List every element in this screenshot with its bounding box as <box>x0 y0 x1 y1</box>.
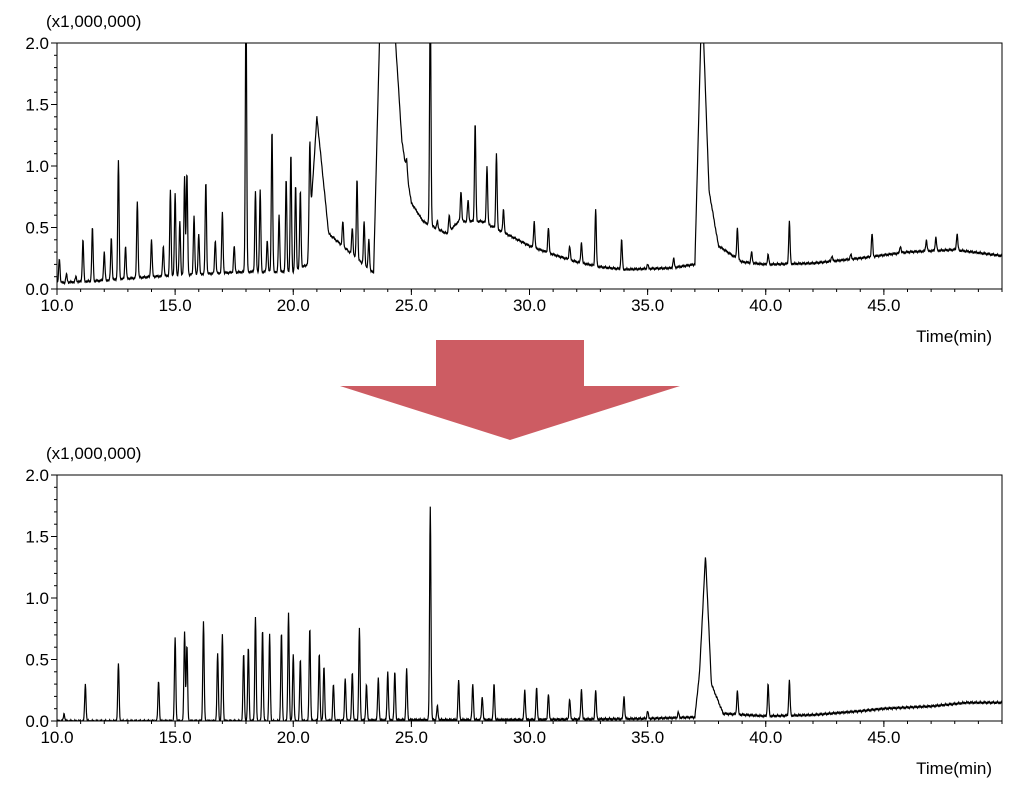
y-scale-label: (x1,000,000) <box>46 12 141 31</box>
plot-frame <box>56 474 1003 722</box>
down-arrow-icon <box>340 340 680 440</box>
chromatogram-trace <box>57 43 1002 286</box>
x-tick-label: 10.0 <box>40 728 73 747</box>
x-tick-label: 10.0 <box>40 296 73 315</box>
y-tick-label: 0.5 <box>25 219 49 238</box>
y-tick-label: 0.5 <box>25 651 49 670</box>
x-tick-label: 45.0 <box>867 296 900 315</box>
y-tick-label: 0.0 <box>25 280 49 299</box>
x-tick-label: 30.0 <box>513 728 546 747</box>
x-tick-label: 30.0 <box>513 296 546 315</box>
x-tick-label: 15.0 <box>159 728 192 747</box>
down-arrow-shape <box>340 340 680 440</box>
x-tick-label: 20.0 <box>277 728 310 747</box>
y-tick-label: 1.0 <box>25 157 49 176</box>
x-tick-label: 35.0 <box>631 728 664 747</box>
y-tick-label: 2.0 <box>25 466 49 485</box>
x-tick-label: 20.0 <box>277 296 310 315</box>
x-tick-label: 15.0 <box>159 296 192 315</box>
x-axis-title: Time(min) <box>916 759 992 778</box>
x-axis-title: Time(min) <box>916 327 992 346</box>
chromatogram-top: 0.0 0.5 1.0 1.5 2.0 10.0 15.0 20.0 25.0 30.0 35.0 4… <box>25 12 1003 346</box>
y-tick-label: 1.5 <box>25 528 49 547</box>
chromatogram-bottom: 0.0 0.5 1.0 1.5 2.0 10.0 15.0 20.0 25.0 30.0 35.0 4… <box>25 444 1003 778</box>
plot-frame <box>56 42 1003 290</box>
x-tick-label: 40.0 <box>749 296 782 315</box>
x-tick-label: 35.0 <box>631 296 664 315</box>
x-tick-label: 45.0 <box>867 728 900 747</box>
y-tick-label: 1.0 <box>25 589 49 608</box>
y-tick-label: 0.0 <box>25 712 49 731</box>
y-tick-label: 1.5 <box>25 96 49 115</box>
y-tick-label: 2.0 <box>25 34 49 53</box>
y-scale-label: (x1,000,000) <box>46 444 141 463</box>
x-tick-label: 40.0 <box>749 728 782 747</box>
chromatogram-trace <box>57 506 1002 721</box>
x-tick-label: 25.0 <box>395 296 428 315</box>
x-tick-label: 25.0 <box>395 728 428 747</box>
